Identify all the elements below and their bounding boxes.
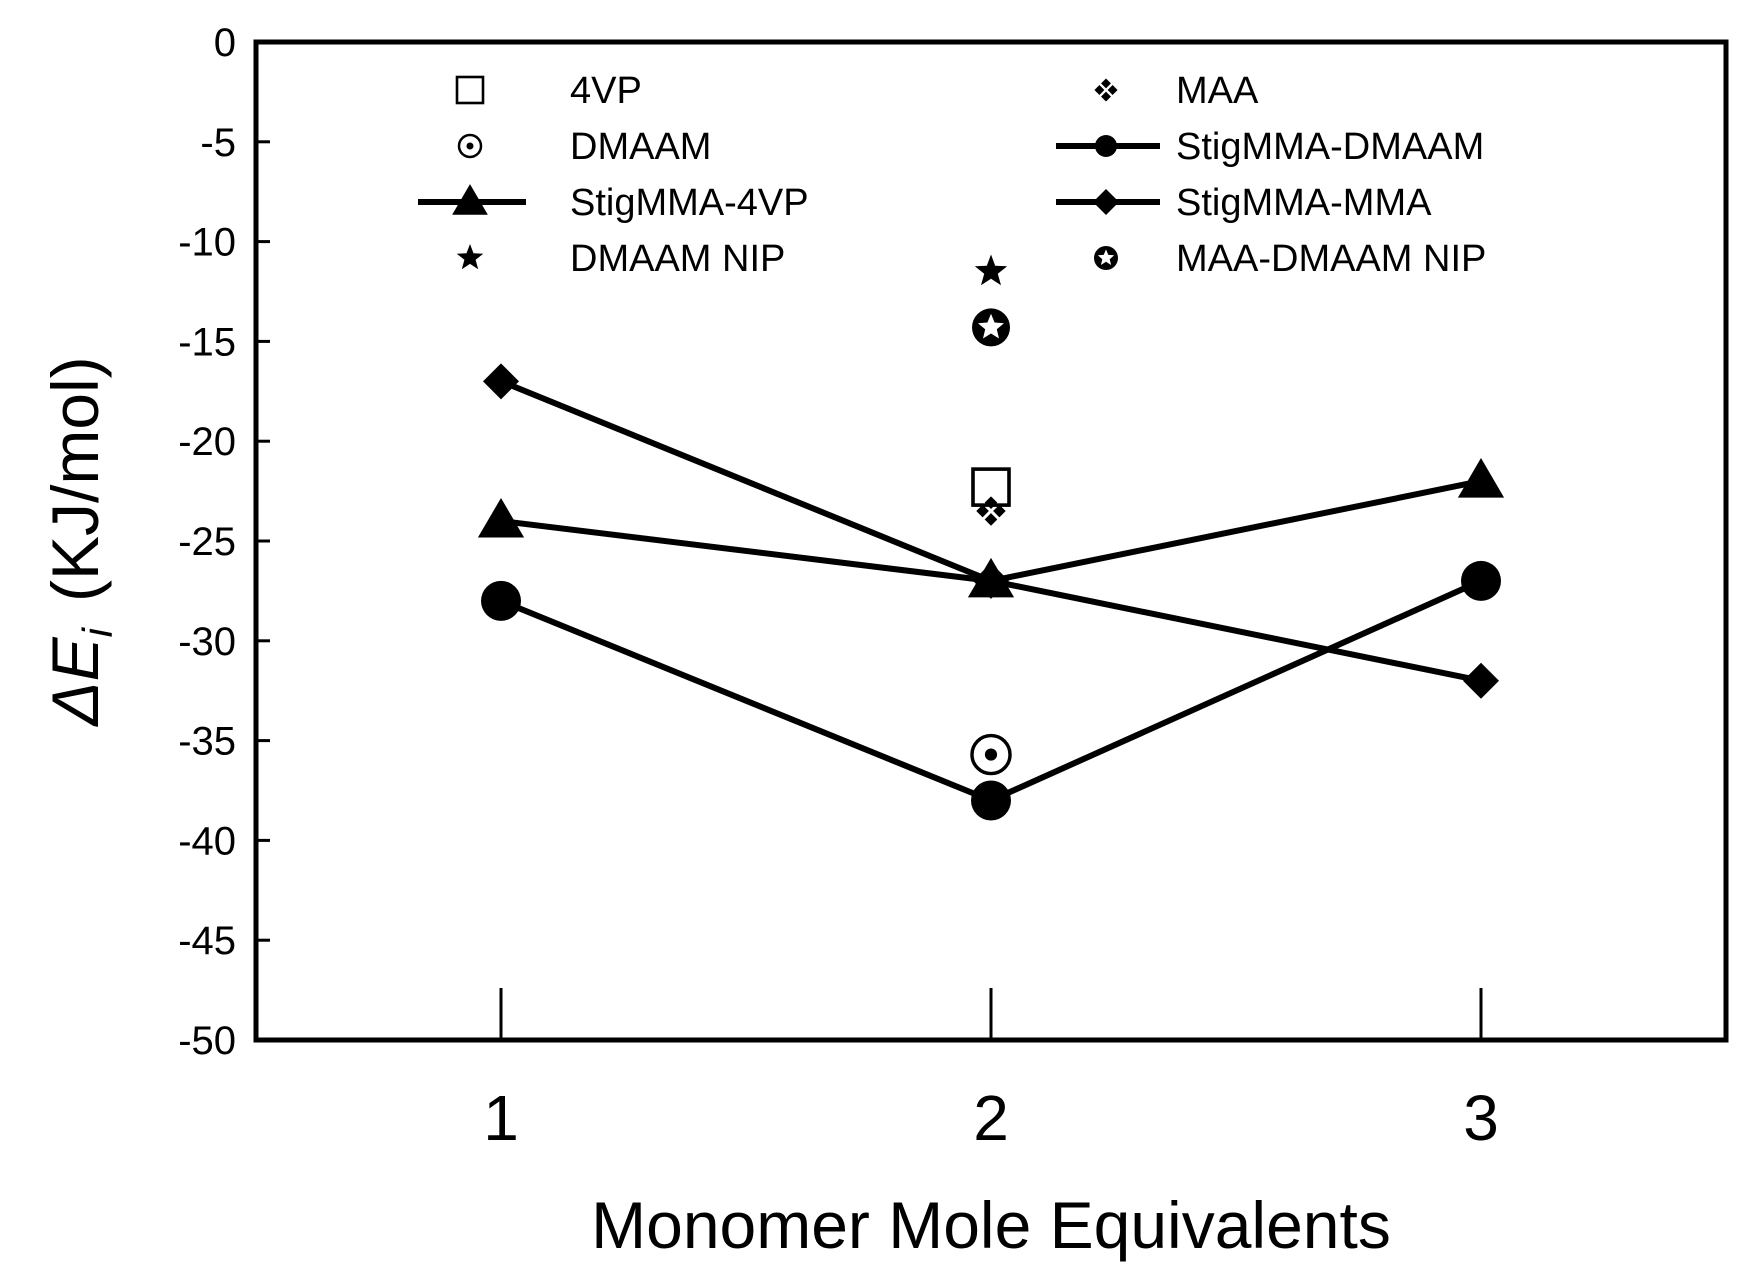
data-point (976, 496, 1006, 526)
legend-label: DMAAM (570, 126, 711, 168)
data-point (477, 497, 525, 538)
legend-label: DMAAM NIP (570, 238, 785, 280)
legend-marker (456, 244, 484, 270)
data-point (972, 308, 1010, 347)
legend-marker (1095, 135, 1117, 157)
legend-entry: StigMMA-MMA (1056, 182, 1432, 224)
legend-entry: StigMMA-DMAAM (1056, 126, 1484, 168)
data-point (967, 557, 1015, 598)
legend-entry: StigMMA-4VP (418, 182, 809, 224)
legend-label: StigMMA-DMAAM (1176, 126, 1484, 168)
y-axis-title: ΔEi (KJ/mol) (38, 356, 121, 727)
data-point (483, 363, 519, 400)
y-tick-label: -45 (178, 919, 236, 963)
legend-label: StigMMA-4VP (570, 182, 809, 224)
legend-label: 4VP (570, 70, 642, 112)
y-tick-label: -25 (178, 520, 236, 564)
data-point (1457, 458, 1505, 498)
legend-entry: DMAAM NIP (456, 238, 785, 280)
y-tick-label: 0 (214, 21, 236, 65)
data-point (1463, 662, 1499, 699)
legend-marker (1094, 78, 1118, 102)
x-tick-label: 2 (973, 1082, 1009, 1154)
data-point (481, 580, 521, 621)
data-point (970, 733, 1012, 776)
data-point (974, 254, 1008, 286)
legend-label: StigMMA-MMA (1176, 182, 1432, 224)
legend-marker (1094, 246, 1118, 270)
series-markers (477, 254, 1505, 821)
y-tick-label: -10 (178, 221, 236, 265)
legend-marker (1093, 189, 1119, 215)
legend-marker (452, 184, 488, 215)
legend-entry: MAA-DMAAM NIP (1094, 238, 1486, 280)
legend-marker (457, 133, 483, 159)
y-tick-label: -40 (178, 819, 236, 863)
x-tick-label: 1 (483, 1082, 519, 1154)
legend-entry: DMAAM (457, 126, 711, 168)
legend: 4VP MAA DMAAM StigMMA-DMAAM StigMMA-4VP StigM… (418, 70, 1486, 280)
y-tick-label: -20 (178, 420, 236, 464)
legend-marker (455, 75, 485, 105)
y-tick-label: -30 (178, 620, 236, 664)
x-axis-title: Monomer Mole Equivalents (591, 1188, 1391, 1262)
data-point (1461, 560, 1501, 601)
y-axis-title-symbol: ΔE (38, 636, 112, 727)
y-tick-label: -15 (178, 320, 236, 364)
y-tick-label: -50 (178, 1019, 236, 1063)
legend-label: MAA (1176, 70, 1259, 112)
y-tick-label: -35 (178, 720, 236, 764)
legend-entry: 4VP (455, 70, 642, 112)
plot-frame (253, 39, 1729, 1043)
data-point (971, 780, 1011, 821)
y-axis-ticks: 0 -5 -10 -15 -20 -25 -30 -35 -40 -45 -50 (178, 21, 270, 1063)
legend-label: MAA-DMAAM NIP (1176, 238, 1486, 280)
y-tick-label: -5 (200, 121, 236, 165)
y-axis-title-subscript: i (74, 626, 121, 637)
x-tick-label: 3 (1463, 1082, 1499, 1154)
legend-entry: MAA (1094, 70, 1259, 112)
x-axis-ticks: 1 2 3 (483, 988, 1499, 1154)
y-axis-title-unit: (KJ/mol) (38, 356, 112, 602)
series-line (499, 378, 1482, 684)
